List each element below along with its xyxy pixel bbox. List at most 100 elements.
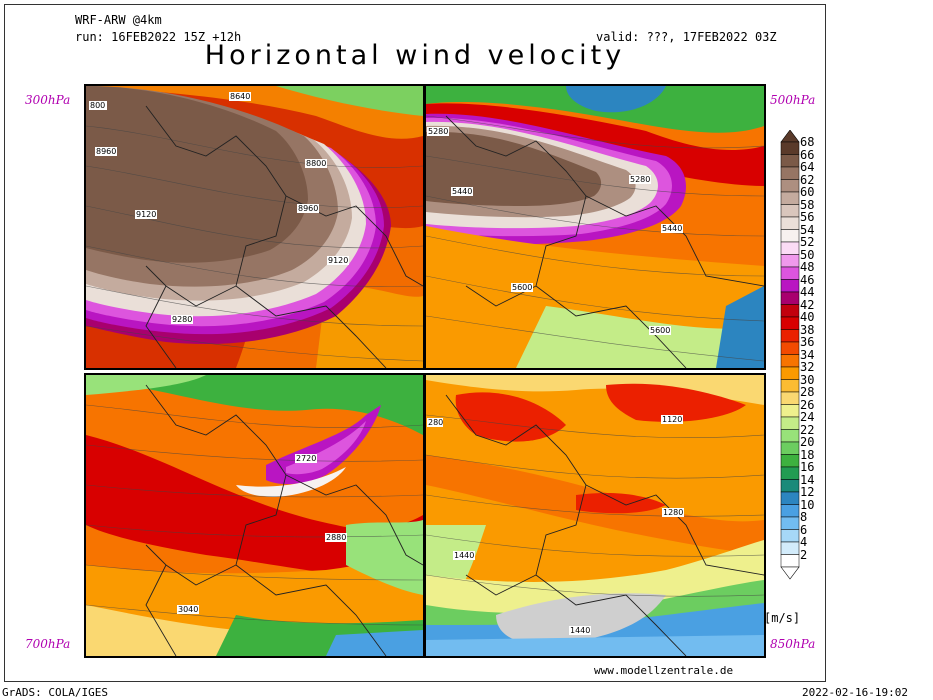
contour-label: 8960 [96, 147, 116, 156]
colorbar-tick-label: 16 [800, 460, 815, 474]
colorbar-tick-label: 4 [800, 535, 808, 549]
colorbar-bin [780, 341, 800, 355]
contour-label: 1440 [570, 626, 590, 635]
colorbar-max-arrow [780, 129, 800, 143]
colorbar-tick-label: 22 [800, 422, 815, 437]
colorbar-tick-label: 46 [800, 272, 815, 287]
contour-label: 9120 [136, 210, 156, 219]
colorbar-tick-label: 6 [800, 522, 808, 537]
colorbar-tick-label: 48 [800, 260, 815, 274]
colorbar-bin [780, 304, 800, 318]
colorbar-tick-label: 18 [800, 447, 815, 462]
colorbar-tick-label: 54 [800, 222, 815, 237]
colorbar-tick-label: 38 [800, 322, 815, 337]
colorbar-tick-label: 10 [800, 497, 815, 512]
colorbar-bin [780, 404, 800, 418]
colorbar-tick-label: 52 [800, 235, 815, 249]
colorbar-scale [780, 129, 800, 580]
colorbar-bin [780, 416, 800, 430]
contour-label: 5280 [630, 175, 650, 184]
colorbar-bin [780, 354, 800, 368]
colorbar-tick-label: 36 [800, 335, 815, 349]
generation-timestamp: 2022-02-16-19:02 [802, 686, 908, 699]
colorbar-bin [780, 204, 800, 218]
colorbar-bin [780, 429, 800, 443]
colorbar-tick-label: 42 [800, 297, 815, 312]
colorbar-min-arrow [780, 566, 800, 580]
contour-label: 8800 [306, 159, 326, 168]
level-label-700: 700hPa [25, 637, 71, 651]
contour-label: 5440 [452, 187, 472, 196]
colorbar-bin [780, 141, 800, 155]
colorbar-bin [780, 241, 800, 255]
contour-label: 9280 [172, 315, 192, 324]
contour-label: 2720 [296, 454, 316, 463]
contour-label: 1440 [454, 551, 474, 560]
contour-label: 1120 [662, 415, 682, 424]
map-panel-850hpa: 280 1120 1280 1440 1440 [424, 373, 766, 658]
map-panel-700hpa: 2720 2880 3040 [84, 373, 425, 658]
colorbar-bin [780, 454, 800, 468]
colorbar-bin [780, 529, 800, 543]
map-panel-500hpa: 5280 5440 5280 5440 5600 5600 [424, 84, 766, 370]
colorbar-bin [780, 466, 800, 480]
map-panel-300hpa: 800 8640 8960 8800 9120 8960 9120 9280 [84, 84, 425, 370]
colorbar-bin [780, 379, 800, 393]
colorbar [779, 129, 801, 584]
contour-label: 800 [90, 101, 105, 110]
model-label: WRF-ARW @4km [75, 13, 162, 27]
colorbar-bin [780, 366, 800, 380]
level-label-300: 300hPa [25, 93, 71, 107]
contour-label: 5600 [512, 283, 532, 292]
valid-label: valid: ???, 17FEB2022 03Z [596, 30, 777, 44]
colorbar-tick-label: 56 [800, 210, 815, 224]
colorbar-tick-label: 8 [800, 510, 808, 524]
colorbar-bin [780, 229, 800, 243]
colorbar-bin [780, 191, 800, 205]
colorbar-bin [780, 441, 800, 455]
level-label-850: 850hPa [770, 637, 816, 651]
colorbar-tick-label: 26 [800, 397, 815, 412]
colorbar-tick-label: 58 [800, 197, 815, 212]
colorbar-bin [780, 291, 800, 305]
colorbar-tick-label: 32 [800, 360, 815, 374]
colorbar-bin [780, 216, 800, 230]
colorbar-tick-label: 40 [800, 310, 815, 324]
colorbar-bin [780, 504, 800, 518]
colorbar-bin [780, 166, 800, 180]
colorbar-tick-label: 12 [800, 485, 815, 499]
colorbar-tick-label: 2 [800, 547, 808, 562]
website-credit: www.modellzentrale.de [594, 664, 734, 677]
colorbar-bin [780, 279, 800, 293]
colorbar-bin [780, 179, 800, 193]
colorbar-tick-label: 68 [800, 135, 815, 149]
colorbar-bin [780, 491, 800, 505]
colorbar-tick-label: 62 [800, 172, 815, 187]
colorbar-tick-label: 14 [800, 472, 815, 487]
colorbar-tick-label: 64 [800, 160, 815, 174]
colorbar-bin [780, 154, 800, 168]
colorbar-bin [780, 266, 800, 280]
contour-label: 1280 [663, 508, 683, 517]
colorbar-tick-label: 60 [800, 185, 815, 199]
colorbar-tick-label: 50 [800, 247, 815, 262]
contour-label: 5440 [662, 224, 682, 233]
run-label: run: 16FEB2022 15Z +12h [75, 30, 242, 44]
colorbar-bin [780, 479, 800, 493]
contour-label: 9120 [328, 256, 348, 265]
page-title: Horizontal wind velocity [204, 40, 626, 71]
contour-label: 3040 [178, 605, 198, 614]
contour-label: 280 [428, 418, 443, 427]
colorbar-tick-label: 20 [800, 435, 815, 449]
colorbar-tick-label: 30 [800, 372, 815, 387]
level-label-500: 500hPa [770, 93, 816, 107]
colorbar-tick-label: 28 [800, 385, 815, 399]
contour-label: 5600 [650, 326, 670, 335]
colorbar-bin [780, 516, 800, 530]
colorbar-tick-label: 24 [800, 410, 815, 424]
colorbar-bin [780, 316, 800, 330]
contour-label: 5280 [428, 127, 448, 136]
software-credit: GrADS: COLA/IGES [2, 686, 108, 699]
colorbar-bin [780, 541, 800, 555]
contour-label: 2880 [326, 533, 346, 542]
